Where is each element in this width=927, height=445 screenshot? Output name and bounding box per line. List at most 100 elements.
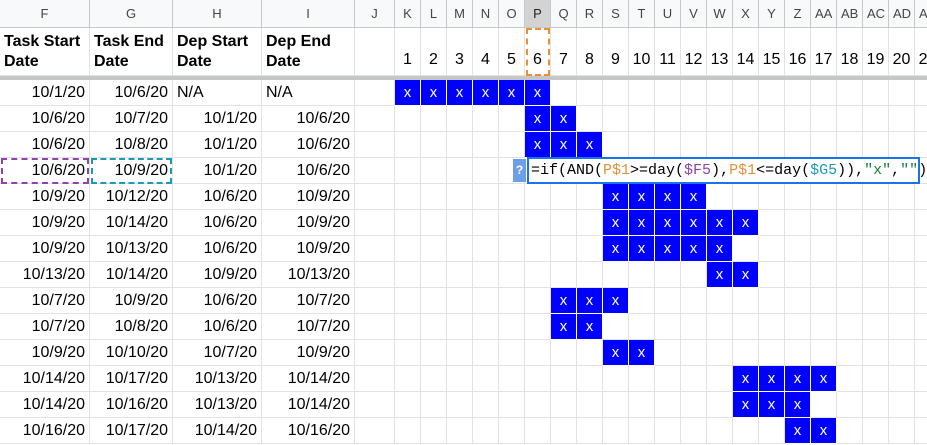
column-header[interactable]: Z	[785, 0, 811, 28]
cell[interactable]	[447, 340, 473, 366]
cell[interactable]	[811, 314, 837, 340]
cell[interactable]	[681, 340, 707, 366]
cell[interactable]: 10/17/20	[90, 366, 173, 392]
cell[interactable]	[525, 288, 551, 314]
cell[interactable]	[447, 392, 473, 418]
cell[interactable]	[629, 132, 655, 158]
cell[interactable]	[447, 366, 473, 392]
column-header[interactable]: F	[0, 0, 90, 28]
cell[interactable]	[655, 418, 681, 444]
cell[interactable]: 10/6/20	[262, 158, 355, 184]
cell[interactable]	[421, 262, 447, 288]
cell[interactable]: 10/16/20	[90, 392, 173, 418]
cell[interactable]	[355, 340, 395, 366]
gantt-cell[interactable]: x	[629, 236, 655, 262]
cell[interactable]	[421, 106, 447, 132]
cell[interactable]	[655, 132, 681, 158]
cell[interactable]	[889, 132, 915, 158]
cell[interactable]	[421, 132, 447, 158]
cell[interactable]	[355, 80, 395, 106]
cell[interactable]	[759, 132, 785, 158]
cell[interactable]	[395, 288, 421, 314]
cell[interactable]	[551, 340, 577, 366]
cell[interactable]	[447, 106, 473, 132]
gantt-cell[interactable]: x	[811, 418, 837, 444]
cell[interactable]: 10/10/20	[90, 340, 173, 366]
cell[interactable]	[707, 392, 733, 418]
cell[interactable]	[707, 184, 733, 210]
cell[interactable]	[551, 210, 577, 236]
day-number[interactable]: 9	[603, 28, 629, 76]
cell[interactable]	[525, 418, 551, 444]
cell[interactable]	[837, 288, 863, 314]
cell[interactable]	[355, 262, 395, 288]
cell[interactable]	[421, 288, 447, 314]
cell[interactable]	[577, 184, 603, 210]
header-cell[interactable]	[355, 28, 395, 76]
cell[interactable]	[355, 106, 395, 132]
formula-hint[interactable]: ?	[513, 159, 526, 182]
cell[interactable]	[355, 132, 395, 158]
cell[interactable]	[473, 158, 499, 184]
column-header[interactable]: K	[395, 0, 421, 28]
gantt-cell[interactable]: x	[629, 210, 655, 236]
cell[interactable]	[395, 366, 421, 392]
cell[interactable]: 10/13/20	[0, 262, 90, 288]
cell[interactable]	[447, 158, 473, 184]
cell[interactable]: 10/6/20	[0, 132, 90, 158]
cell[interactable]	[785, 288, 811, 314]
cell[interactable]	[499, 392, 525, 418]
cell[interactable]	[759, 288, 785, 314]
gantt-cell[interactable]: x	[603, 210, 629, 236]
cell[interactable]	[473, 236, 499, 262]
cell[interactable]	[655, 288, 681, 314]
cell[interactable]	[915, 366, 927, 392]
cell[interactable]	[707, 418, 733, 444]
cell[interactable]	[447, 236, 473, 262]
gantt-cell[interactable]: x	[681, 184, 707, 210]
cell[interactable]: 10/9/20	[0, 340, 90, 366]
cell[interactable]	[473, 392, 499, 418]
cell[interactable]	[837, 418, 863, 444]
cell[interactable]	[551, 80, 577, 106]
cell[interactable]	[447, 184, 473, 210]
cell[interactable]	[525, 236, 551, 262]
column-header[interactable]: Y	[759, 0, 785, 28]
gantt-cell[interactable]: x	[785, 392, 811, 418]
cell[interactable]	[863, 210, 889, 236]
gantt-cell[interactable]: x	[577, 132, 603, 158]
cell[interactable]	[499, 236, 525, 262]
cell[interactable]: 10/7/20	[90, 106, 173, 132]
cell[interactable]	[811, 210, 837, 236]
cell[interactable]	[447, 418, 473, 444]
cell[interactable]	[837, 236, 863, 262]
column-header[interactable]: X	[733, 0, 759, 28]
cell[interactable]: 10/14/20	[0, 366, 90, 392]
gantt-cell[interactable]: x	[733, 210, 759, 236]
cell[interactable]	[733, 236, 759, 262]
cell[interactable]: 10/9/20	[0, 210, 90, 236]
cell[interactable]	[759, 340, 785, 366]
cell[interactable]	[811, 340, 837, 366]
column-header[interactable]: AE	[915, 0, 927, 28]
day-number[interactable]: 12	[681, 28, 707, 76]
cell[interactable]	[355, 288, 395, 314]
gantt-cell[interactable]: x	[603, 288, 629, 314]
day-number[interactable]: 14	[733, 28, 759, 76]
gantt-cell[interactable]: x	[655, 184, 681, 210]
cell[interactable]	[473, 210, 499, 236]
cell[interactable]	[863, 366, 889, 392]
cell[interactable]	[759, 236, 785, 262]
cell[interactable]	[473, 288, 499, 314]
cell[interactable]	[785, 106, 811, 132]
cell[interactable]: 10/9/20	[0, 184, 90, 210]
cell[interactable]: 10/14/20	[262, 366, 355, 392]
cell[interactable]	[551, 236, 577, 262]
cell[interactable]	[603, 314, 629, 340]
cell[interactable]	[551, 392, 577, 418]
cell[interactable]	[837, 106, 863, 132]
cell[interactable]	[889, 80, 915, 106]
cell[interactable]	[889, 288, 915, 314]
cell[interactable]	[525, 210, 551, 236]
cell[interactable]	[499, 262, 525, 288]
